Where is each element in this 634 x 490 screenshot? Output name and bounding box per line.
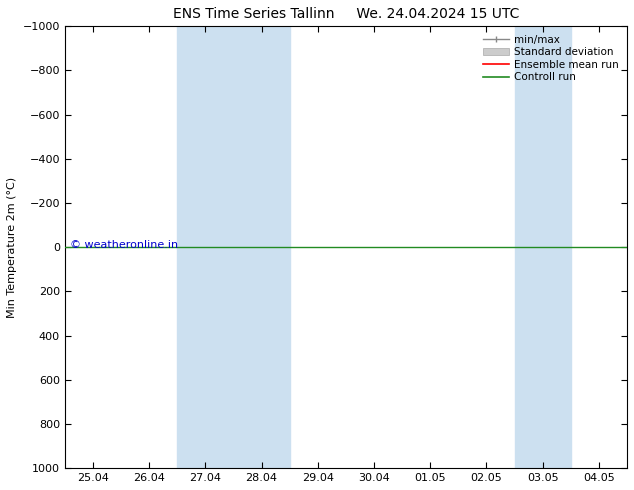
Bar [515,26,571,468]
Legend: min/max, Standard deviation, Ensemble mean run, Controll run: min/max, Standard deviation, Ensemble me… [479,31,622,86]
Title: ENS Time Series Tallinn     We. 24.04.2024 15 UTC: ENS Time Series Tallinn We. 24.04.2024 1… [172,7,519,21]
Y-axis label: Min Temperature 2m (°C): Min Temperature 2m (°C) [7,177,17,318]
Text: © weatheronline.in: © weatheronline.in [70,240,179,250]
Bar [177,26,290,468]
